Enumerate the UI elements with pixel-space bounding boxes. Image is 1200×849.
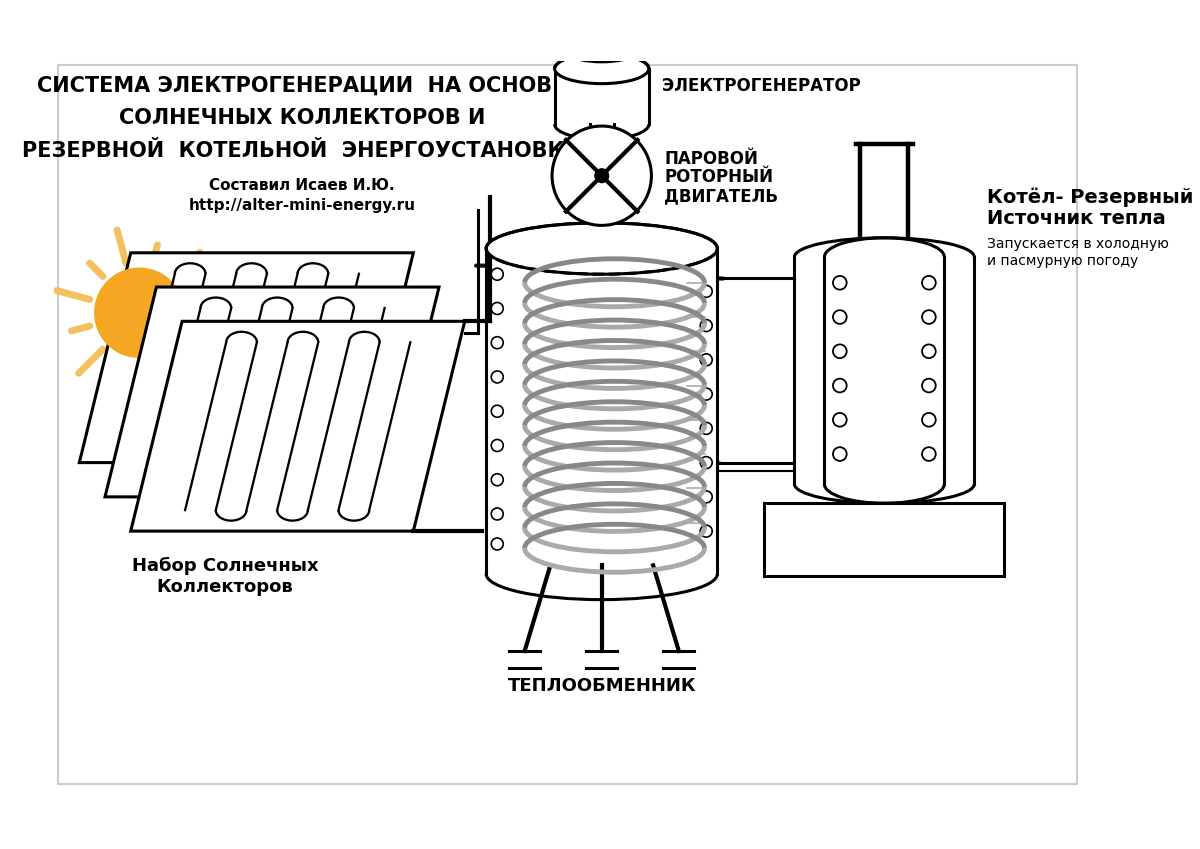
Circle shape <box>595 169 608 183</box>
Circle shape <box>833 276 847 290</box>
Circle shape <box>701 422 713 435</box>
Circle shape <box>922 310 936 323</box>
Circle shape <box>701 526 713 537</box>
Bar <box>764 503 1004 576</box>
Text: СИСТЕМА ЭЛЕКТРОГЕНЕРАЦИИ  НА ОСНОВЕ: СИСТЕМА ЭЛЕКТРОГЕНЕРАЦИИ НА ОСНОВЕ <box>37 76 566 96</box>
Circle shape <box>491 474 503 486</box>
Text: Составил Исаев И.Ю.: Составил Исаев И.Ю. <box>209 177 395 193</box>
Bar <box>554 69 649 124</box>
Text: и пасмурную погоду: и пасмурную погоду <box>988 255 1139 268</box>
Circle shape <box>833 379 847 392</box>
Text: Запускается в холодную: Запускается в холодную <box>988 237 1169 251</box>
Circle shape <box>701 285 713 297</box>
Circle shape <box>833 310 847 323</box>
Circle shape <box>491 302 503 314</box>
Circle shape <box>95 268 184 357</box>
Circle shape <box>491 538 503 550</box>
Bar <box>824 257 944 484</box>
Ellipse shape <box>486 548 718 599</box>
Text: РОТОРНЫЙ: РОТОРНЫЙ <box>665 168 773 187</box>
Circle shape <box>491 337 503 349</box>
Bar <box>486 249 718 574</box>
Bar <box>794 257 974 484</box>
Circle shape <box>922 276 936 290</box>
Circle shape <box>491 508 503 520</box>
Text: Источник тепла: Источник тепла <box>988 209 1166 228</box>
Circle shape <box>701 491 713 503</box>
Circle shape <box>552 126 652 225</box>
Text: ПАРОВОЙ: ПАРОВОЙ <box>665 149 758 167</box>
Text: Котёл- Резервный: Котёл- Резервный <box>988 188 1194 207</box>
Circle shape <box>491 371 503 383</box>
Circle shape <box>922 379 936 392</box>
Circle shape <box>701 388 713 400</box>
Text: ЭЛЕКТРОГЕНЕРАТОР: ЭЛЕКТРОГЕНЕРАТОР <box>661 76 860 95</box>
Polygon shape <box>106 287 439 497</box>
Circle shape <box>701 319 713 332</box>
Circle shape <box>491 440 503 452</box>
Text: ДВИГАТЕЛЬ: ДВИГАТЕЛЬ <box>665 188 779 205</box>
Text: СОЛНЕЧНЫХ КОЛЛЕКТОРОВ И: СОЛНЕЧНЫХ КОЛЛЕКТОРОВ И <box>119 109 485 128</box>
Circle shape <box>922 345 936 358</box>
Polygon shape <box>79 253 413 463</box>
Circle shape <box>491 405 503 417</box>
Circle shape <box>833 413 847 427</box>
Text: http://alter-mini-energy.ru: http://alter-mini-energy.ru <box>188 198 415 213</box>
Circle shape <box>833 447 847 461</box>
Text: Набор Солнечных
Коллекторов: Набор Солнечных Коллекторов <box>132 557 318 596</box>
Ellipse shape <box>554 53 649 84</box>
Text: ТЕПЛООБМЕННИК: ТЕПЛООБМЕННИК <box>508 677 696 694</box>
Circle shape <box>701 354 713 366</box>
Circle shape <box>833 345 847 358</box>
Ellipse shape <box>486 222 718 274</box>
Circle shape <box>922 447 936 461</box>
Ellipse shape <box>554 110 649 139</box>
Circle shape <box>491 268 503 280</box>
Ellipse shape <box>571 47 632 62</box>
Text: РЕЗЕРВНОЙ  КОТЕЛЬНОЙ  ЭНЕРГОУСТАНОВКИ: РЕЗЕРВНОЙ КОТЕЛЬНОЙ ЭНЕРГОУСТАНОВКИ <box>22 141 582 160</box>
Polygon shape <box>131 321 464 531</box>
Circle shape <box>701 457 713 469</box>
Circle shape <box>922 413 936 427</box>
